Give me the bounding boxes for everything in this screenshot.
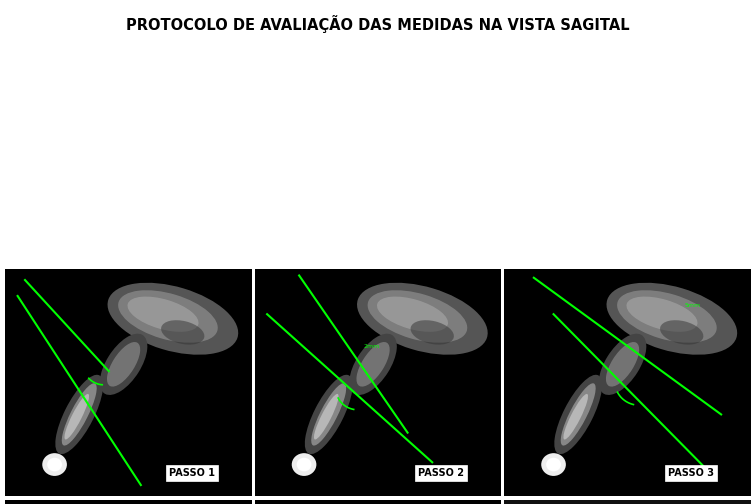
Ellipse shape (311, 383, 346, 446)
Text: 5mm: 5mm (684, 303, 700, 308)
Ellipse shape (357, 283, 488, 355)
Ellipse shape (554, 375, 602, 454)
Ellipse shape (305, 375, 352, 454)
Text: PASSO 3: PASSO 3 (668, 468, 714, 478)
Ellipse shape (599, 334, 646, 395)
Ellipse shape (411, 320, 454, 345)
Ellipse shape (627, 296, 698, 332)
Ellipse shape (118, 290, 218, 343)
Ellipse shape (128, 296, 199, 332)
Ellipse shape (367, 290, 467, 343)
Ellipse shape (100, 334, 147, 395)
Ellipse shape (660, 320, 703, 345)
Ellipse shape (563, 394, 588, 439)
Ellipse shape (546, 458, 561, 471)
Ellipse shape (64, 394, 89, 439)
Ellipse shape (292, 453, 317, 476)
Ellipse shape (561, 383, 596, 446)
Text: PASSO 1: PASSO 1 (169, 468, 215, 478)
Ellipse shape (377, 296, 448, 332)
Text: PROTOCOLO DE AVALIAÇÃO DAS MEDIDAS NA VISTA SAGITAL: PROTOCOLO DE AVALIAÇÃO DAS MEDIDAS NA VI… (126, 15, 630, 33)
Ellipse shape (617, 290, 717, 343)
Ellipse shape (314, 394, 339, 439)
Ellipse shape (606, 342, 639, 387)
Ellipse shape (107, 283, 238, 355)
Text: PASSO 2: PASSO 2 (418, 468, 464, 478)
Ellipse shape (47, 458, 62, 471)
Ellipse shape (62, 383, 97, 446)
Ellipse shape (349, 334, 397, 395)
Ellipse shape (606, 283, 737, 355)
Text: 2mm: 2mm (363, 344, 380, 349)
Ellipse shape (541, 453, 565, 476)
Ellipse shape (42, 453, 67, 476)
Ellipse shape (357, 342, 389, 387)
Ellipse shape (296, 458, 311, 471)
Ellipse shape (107, 342, 140, 387)
Ellipse shape (55, 375, 103, 454)
Ellipse shape (161, 320, 204, 345)
